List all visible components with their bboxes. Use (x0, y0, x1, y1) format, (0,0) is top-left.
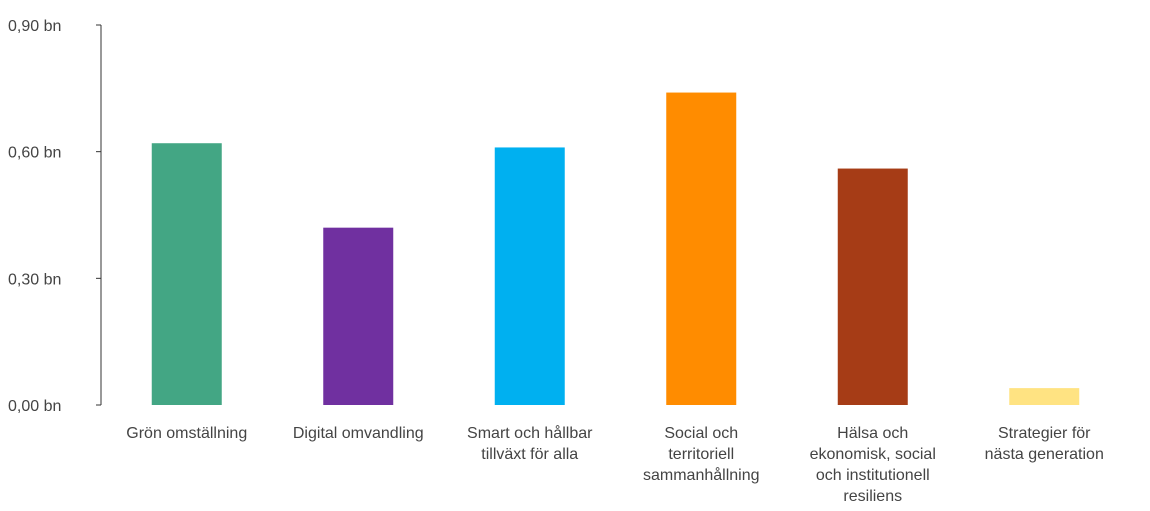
x-category-label: Strategier för nästa generation (985, 425, 1104, 463)
y-tick-label: 0,30 bn (8, 271, 61, 288)
bar (151, 143, 222, 405)
bar (666, 92, 737, 406)
bars (151, 92, 1080, 406)
x-category-label: Grön omställning (126, 425, 247, 442)
x-category-label: Smart och hållbar tillväxt för alla (467, 424, 593, 463)
x-category-label: Hälsa och ekonomisk, social och institutio… (810, 425, 936, 505)
x-category-label: Social och territoriell sammanhållning (643, 425, 760, 484)
bar (323, 227, 394, 405)
bar (837, 168, 908, 405)
x-category-label: Digital omvandling (293, 425, 424, 442)
y-tick-label: 0,90 bn (8, 18, 61, 35)
y-tick-label: 0,60 bn (8, 145, 61, 162)
bar (494, 147, 565, 405)
bar (1009, 388, 1080, 405)
y-tick-label: 0,00 bn (8, 398, 61, 415)
x-axis-labels: Grön omställning Digital omvandling Smart … (126, 424, 1104, 505)
y-axis: 0,00 bn 0,30 bn 0,60 bn 0,90 bn (8, 18, 102, 415)
